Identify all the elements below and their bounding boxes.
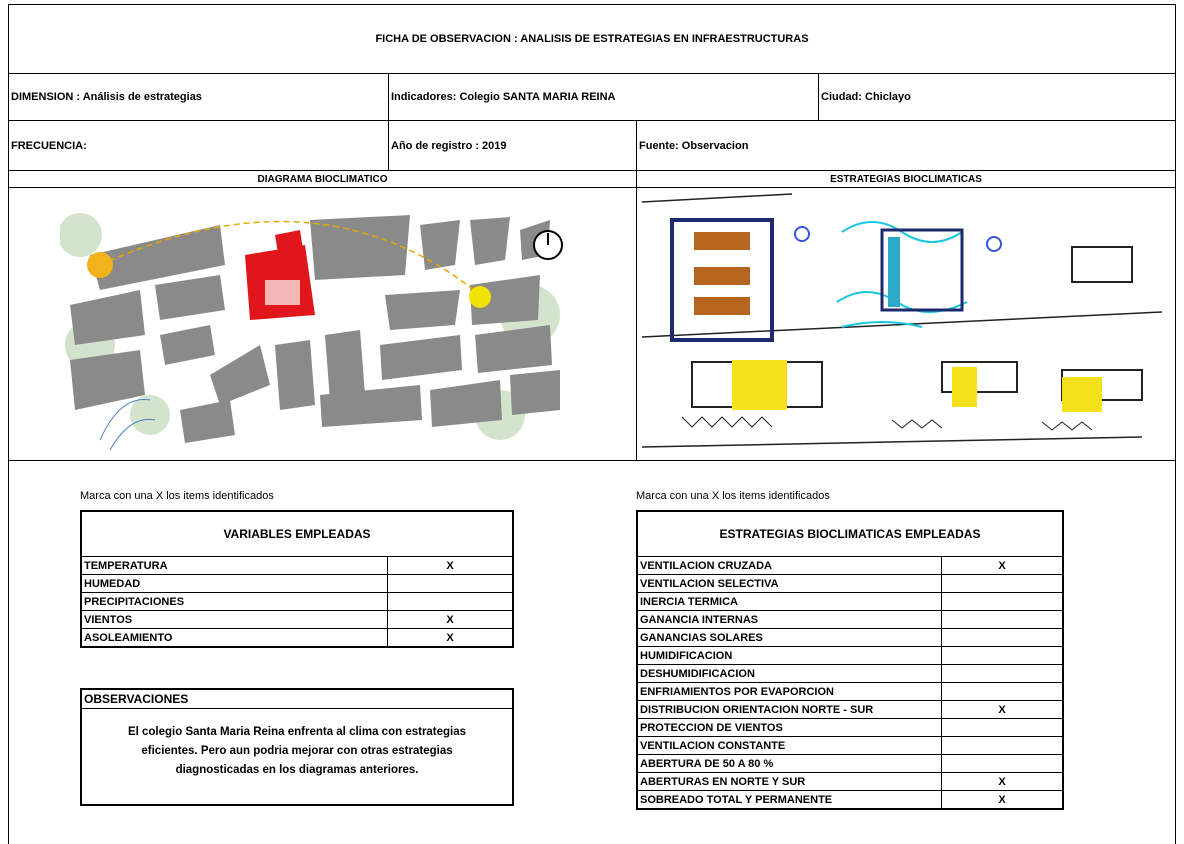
table-row: ASOLEAMIENTO X bbox=[82, 628, 512, 646]
row-label: GANANCIA INTERNAS bbox=[638, 611, 942, 628]
table-header: ESTRATEGIAS BIOCLIMATICAS EMPLEADAS bbox=[719, 527, 981, 541]
row-label: PRECIPITACIONES bbox=[82, 593, 388, 610]
row-mark bbox=[942, 665, 1062, 682]
anio: Año de registro : 2019 bbox=[388, 120, 637, 171]
table-row: VENTILACION CRUZADA X bbox=[638, 556, 1062, 574]
map-diagram bbox=[60, 213, 563, 451]
row-label: HUMIDIFICACION bbox=[638, 647, 942, 664]
row-label: DISTRIBUCION ORIENTACION NORTE - SUR bbox=[638, 701, 942, 718]
row-mark: X bbox=[998, 793, 1006, 806]
variables-table: VARIABLES EMPLEADAS TEMPERATURA X HUMEDAD PR… bbox=[80, 510, 514, 648]
row-mark bbox=[942, 737, 1062, 754]
row-label: ENFRIAMIENTOS POR EVAPORCION bbox=[638, 683, 942, 700]
indicadores: Indicadores: Colegio SANTA MARIA REINA bbox=[388, 73, 819, 121]
row-mark bbox=[942, 719, 1062, 736]
table-row: DISTRIBUCION ORIENTACION NORTE - SUR X bbox=[638, 700, 1062, 718]
row-mark bbox=[942, 593, 1062, 610]
table-row: GANANCIAS SOLARES bbox=[638, 628, 1062, 646]
table-row: VIENTOS X bbox=[82, 610, 512, 628]
table-row: PRECIPITACIONES bbox=[82, 592, 512, 610]
table-row: ABERTURA DE 50 A 80 % bbox=[638, 754, 1062, 772]
row-label: TEMPERATURA bbox=[82, 557, 388, 574]
row-label: ASOLEAMIENTO bbox=[82, 629, 388, 646]
strategy-sketches bbox=[642, 193, 1163, 448]
table-row: HUMIDIFICACION bbox=[638, 646, 1062, 664]
divider bbox=[636, 187, 637, 461]
row-mark: X bbox=[446, 559, 454, 572]
observaciones-text: El colegio Santa Maria Reina enfrenta al… bbox=[127, 726, 467, 776]
table-row: ABERTURAS EN NORTE Y SUR X bbox=[638, 772, 1062, 790]
row-label: PROTECCION DE VIENTOS bbox=[638, 719, 942, 736]
ciudad: Ciudad: Chiclayo bbox=[818, 73, 1176, 121]
fuente: Fuente: Observacion bbox=[636, 120, 1176, 171]
section-header: DIAGRAMA BIOCLIMATICO bbox=[8, 170, 637, 188]
note: Marca con una X los items identificados bbox=[80, 490, 274, 502]
row-mark: X bbox=[998, 775, 1006, 788]
row-mark bbox=[942, 611, 1062, 628]
row-label: GANANCIAS SOLARES bbox=[638, 629, 942, 646]
table-row: VENTILACION SELECTIVA bbox=[638, 574, 1062, 592]
row-label: ABERTURAS EN NORTE Y SUR bbox=[638, 773, 942, 790]
row-label: VENTILACION SELECTIVA bbox=[638, 575, 942, 592]
row-mark bbox=[942, 647, 1062, 664]
table-row: DESHUMIDIFICACION bbox=[638, 664, 1062, 682]
row-label: VENTILACION CRUZADA bbox=[638, 557, 942, 574]
row-mark: X bbox=[998, 703, 1006, 716]
row-mark bbox=[942, 683, 1062, 700]
table-row: GANANCIA INTERNAS bbox=[638, 610, 1062, 628]
table-row: SOBREADO TOTAL Y PERMANENTE X bbox=[638, 790, 1062, 808]
title: FICHA DE OBSERVACION : ANALISIS DE ESTRA… bbox=[8, 4, 1176, 74]
table-row: TEMPERATURA X bbox=[82, 556, 512, 574]
row-mark: X bbox=[446, 613, 454, 626]
image-area bbox=[8, 187, 1176, 461]
observaciones-title: OBSERVACIONES bbox=[82, 690, 512, 709]
observaciones-box: OBSERVACIONES El colegio Santa Maria Rei… bbox=[80, 688, 514, 806]
estrategias-table: ESTRATEGIAS BIOCLIMATICAS EMPLEADAS VENTI… bbox=[636, 510, 1064, 810]
note: Marca con una X los items identificados bbox=[636, 490, 830, 502]
row-mark bbox=[388, 575, 512, 592]
row-mark bbox=[388, 593, 512, 610]
row-label: VENTILACION CONSTANTE bbox=[638, 737, 942, 754]
frecuencia: FRECUENCIA: bbox=[8, 120, 389, 171]
row-label: SOBREADO TOTAL Y PERMANENTE bbox=[638, 791, 942, 808]
row-mark bbox=[942, 575, 1062, 592]
table-row: PROTECCION DE VIENTOS bbox=[638, 718, 1062, 736]
row-mark bbox=[942, 629, 1062, 646]
row-mark: X bbox=[998, 559, 1006, 572]
section-header: ESTRATEGIAS BIOCLIMATICAS bbox=[636, 170, 1176, 188]
row-mark bbox=[942, 755, 1062, 772]
row-label: INERCIA TERMICA bbox=[638, 593, 942, 610]
table-row: VENTILACION CONSTANTE bbox=[638, 736, 1062, 754]
row-label: DESHUMIDIFICACION bbox=[638, 665, 942, 682]
row-label: HUMEDAD bbox=[82, 575, 388, 592]
table-row: INERCIA TERMICA bbox=[638, 592, 1062, 610]
table-row: ENFRIAMIENTOS POR EVAPORCION bbox=[638, 682, 1062, 700]
dimension: DIMENSION : Análisis de estrategias bbox=[8, 73, 389, 121]
row-label: ABERTURA DE 50 A 80 % bbox=[638, 755, 942, 772]
row-mark: X bbox=[446, 631, 454, 644]
table-header: VARIABLES EMPLEADAS bbox=[223, 527, 371, 541]
row-label: VIENTOS bbox=[82, 611, 388, 628]
table-row: HUMEDAD bbox=[82, 574, 512, 592]
